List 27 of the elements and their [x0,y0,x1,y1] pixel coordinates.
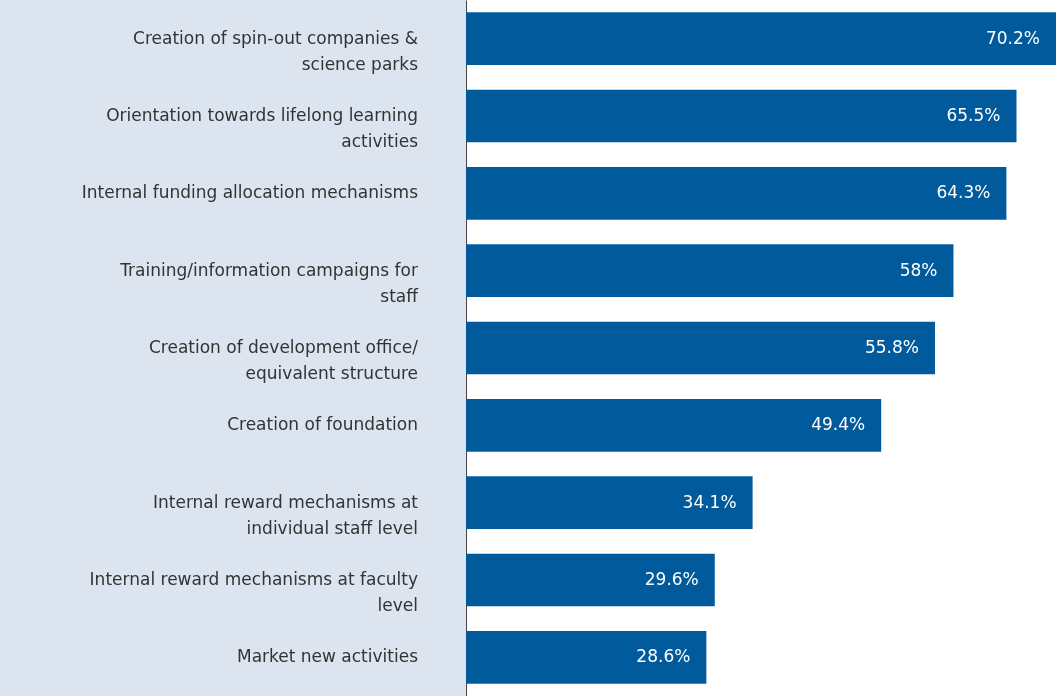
y-tick-label: Training/information campaigns for staff [119,259,420,306]
bar [466,476,753,529]
bar [466,631,707,684]
bar [466,244,954,297]
bar [466,167,1007,220]
y-tick-label: Creation of foundation [227,414,418,435]
y-tick-label: Orientation towards lifelong learning activities [106,105,419,151]
y-tick-label: Internal reward mechanisms at faculty level [89,569,418,615]
y-tick-label: Creation of development office/ equivalent structure [148,337,419,383]
bar [466,321,935,375]
y-tick-label: Internal reward mechanisms at individual staff level [152,491,419,538]
data-label: 49.4% [811,414,866,435]
data-label: 55.8% [864,337,919,357]
bar [466,89,1017,143]
data-label: 34.1% [682,491,737,512]
bar [466,12,1056,65]
y-tick-label: Internal funding allocation mechanisms [81,182,419,203]
data-label: 64.3% [936,182,991,203]
bar [466,399,882,452]
data-label: 58% [899,259,938,280]
data-label: 28.6% [636,646,691,667]
y-tick-label: Creation of spin-out companies & science parks [133,27,419,74]
bar [466,553,715,607]
data-label: 65.5% [946,105,1001,125]
data-label: 70.2% [985,27,1040,48]
y-tick-label: Market new activities [236,646,419,667]
data-label: 29.6% [644,569,699,589]
